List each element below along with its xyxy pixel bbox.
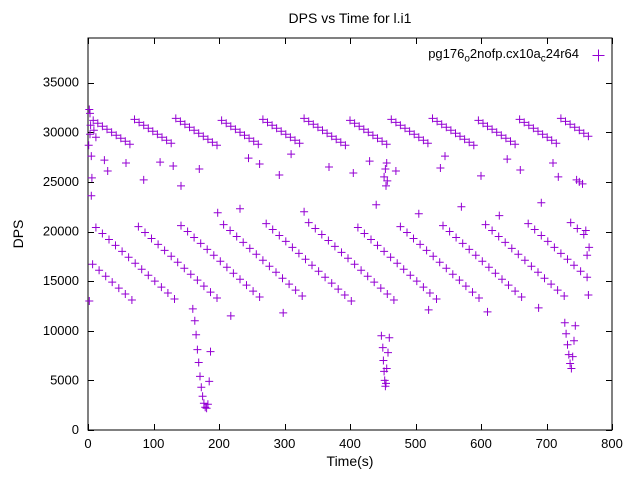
svg-text:300: 300 xyxy=(274,436,296,451)
legend: pg176o2nofp.cx10ac24r64 xyxy=(428,46,606,65)
svg-text:30000: 30000 xyxy=(43,124,79,139)
svg-text:0: 0 xyxy=(72,422,79,437)
svg-text:800: 800 xyxy=(601,436,623,451)
svg-text:10000: 10000 xyxy=(43,323,79,338)
svg-text:400: 400 xyxy=(339,436,361,451)
chart-title: DPS vs Time for l.i1 xyxy=(288,10,412,26)
x-axis-label: Time(s) xyxy=(326,453,374,469)
svg-text:35000: 35000 xyxy=(43,75,79,90)
plus-marker-icon xyxy=(591,48,606,63)
legend-series-label: pg176o2nofp.cx10ac24r64 xyxy=(428,46,579,65)
svg-text:700: 700 xyxy=(536,436,558,451)
svg-text:15000: 15000 xyxy=(43,273,79,288)
svg-text:100: 100 xyxy=(143,436,165,451)
svg-text:0: 0 xyxy=(84,436,91,451)
svg-text:600: 600 xyxy=(470,436,492,451)
svg-text:25000: 25000 xyxy=(43,174,79,189)
svg-text:500: 500 xyxy=(405,436,427,451)
svg-text:5000: 5000 xyxy=(50,372,79,387)
svg-text:200: 200 xyxy=(208,436,230,451)
svg-text:20000: 20000 xyxy=(43,224,79,239)
